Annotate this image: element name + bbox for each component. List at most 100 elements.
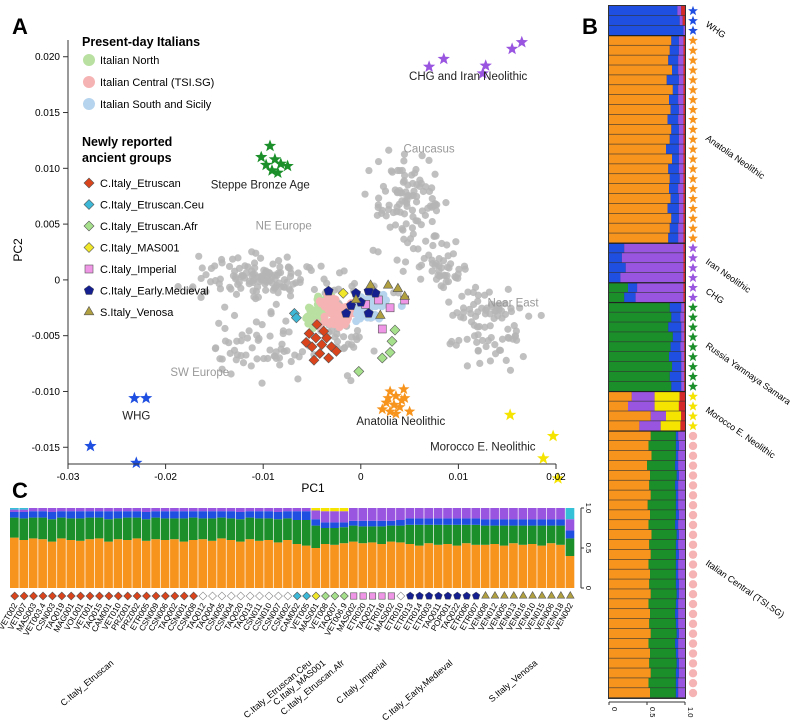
legend-title-ancient-2: ancient groups xyxy=(82,151,172,165)
admixture-column-segment xyxy=(518,544,528,588)
panel-c-group-label: C.Italy_Etruscan xyxy=(58,658,115,708)
admixture-bar-segment xyxy=(609,520,649,530)
admixture-column-segment xyxy=(28,538,38,588)
admixture-bar-segment xyxy=(678,510,685,520)
admixture-column-segment xyxy=(85,511,95,518)
reference-star xyxy=(271,166,284,178)
admixture-bar-segment xyxy=(650,589,677,599)
panel-b-group-marker xyxy=(688,560,698,569)
admixture-bar-segment xyxy=(675,599,679,609)
background-sample-point xyxy=(340,267,348,275)
background-sample-point xyxy=(343,372,352,380)
admixture-bar-segment xyxy=(683,124,685,134)
admixture-bar-segment xyxy=(669,352,682,362)
background-sample-point xyxy=(436,272,444,280)
panel-c-sample-marker xyxy=(321,591,330,601)
admixture-column-segment xyxy=(518,519,528,526)
reference-star xyxy=(263,139,277,152)
admixture-bar-segment xyxy=(683,25,685,36)
admixture-bar-segment xyxy=(678,658,685,668)
pca-x-tick-label: -0.02 xyxy=(154,472,177,483)
admixture-column-segment xyxy=(471,518,481,525)
background-sample-point xyxy=(216,285,225,293)
admixture-column-segment xyxy=(546,525,556,544)
background-sample-point xyxy=(507,307,516,316)
admixture-column-segment xyxy=(160,518,170,540)
admixture-column-segment xyxy=(254,540,264,588)
background-sample-point xyxy=(474,331,482,339)
admixture-bar-segment xyxy=(680,312,685,322)
admixture-bar-segment xyxy=(624,292,636,302)
admixture-column-segment xyxy=(245,517,255,540)
anatolia-star xyxy=(396,394,408,406)
admixture-column-segment xyxy=(47,541,57,588)
admixture-bar-segment xyxy=(651,529,677,540)
panel-c-sample-marker xyxy=(217,591,227,601)
ancient-sample-marker xyxy=(318,325,330,337)
background-sample-point xyxy=(416,182,424,190)
background-sample-point xyxy=(239,359,248,367)
admixture-column-segment xyxy=(19,540,29,588)
admixture-column-segment xyxy=(556,519,565,526)
pca-y-tick-label: 0.020 xyxy=(35,52,60,63)
legend-ancient-label: C.Italy_Etruscan.Ceu xyxy=(100,200,204,212)
admixture-bar-segment xyxy=(670,342,681,352)
admixture-column-segment xyxy=(405,518,415,525)
admixture-column-segment xyxy=(113,518,123,540)
background-sample-point xyxy=(257,276,266,284)
admixture-column-segment xyxy=(546,519,556,526)
background-sample-point xyxy=(501,300,509,308)
background-sample-point xyxy=(458,292,466,300)
admixture-column-segment xyxy=(301,545,311,588)
admixture-column-segment xyxy=(236,519,245,542)
admixture-bar-segment xyxy=(609,391,632,401)
admixture-column-segment xyxy=(320,544,330,588)
background-sample-point xyxy=(402,220,410,228)
admixture-bar-segment xyxy=(678,638,685,648)
panel-c-sample-marker xyxy=(29,591,38,601)
ancient-points xyxy=(288,279,411,377)
admixture-bar-segment xyxy=(647,500,676,510)
admixture-column-segment xyxy=(527,508,537,520)
background-sample-point xyxy=(275,257,283,265)
ancient-sample-marker xyxy=(314,348,326,359)
panel-b-group-marker xyxy=(688,312,698,322)
admixture-column-segment xyxy=(75,508,85,512)
ancient-sample-marker xyxy=(376,352,388,364)
panel-b-group-marker xyxy=(688,134,698,144)
admixture-column-segment xyxy=(339,522,349,528)
background-sample-point xyxy=(282,317,290,325)
admixture-column-segment xyxy=(396,508,405,520)
admixture-column-segment xyxy=(113,511,123,519)
background-sample-point xyxy=(174,283,182,291)
background-sample-point xyxy=(215,319,223,327)
admixture-column-segment xyxy=(141,512,151,520)
reference-star xyxy=(551,472,565,484)
admixture-column-segment xyxy=(527,525,537,544)
admixture-column-segment xyxy=(405,544,415,588)
admixture-bar-segment xyxy=(678,648,685,658)
admixture-column-segment xyxy=(57,538,66,588)
panel-letter-a: A xyxy=(12,14,28,39)
panel-b-group-marker xyxy=(688,420,698,431)
admixture-column-segment xyxy=(226,540,236,588)
panel-b-group-marker xyxy=(688,619,698,629)
panel-b-group-marker xyxy=(688,461,698,470)
ancient-sample-marker xyxy=(303,328,315,339)
panel-b-group-marker xyxy=(688,302,698,312)
panel-c-sample-marker xyxy=(462,591,471,600)
pca-xlabel: PC1 xyxy=(301,481,325,495)
admixture-bar-segment xyxy=(668,233,679,243)
admixture-bar-segment xyxy=(668,55,679,65)
admixture-bar-segment xyxy=(666,144,679,154)
background-sample-point xyxy=(420,254,428,263)
admixture-column-segment xyxy=(188,511,198,518)
admixture-bar-segment xyxy=(678,164,684,174)
admixture-bar-segment xyxy=(609,361,673,372)
modern-italian-point xyxy=(302,314,311,323)
panel-c-sample-marker xyxy=(500,590,509,599)
admixture-column-segment xyxy=(198,539,208,588)
region-label: Morocco E. Neolithic xyxy=(430,442,536,454)
reference-star xyxy=(128,391,141,404)
admixture-column-segment xyxy=(471,524,481,545)
